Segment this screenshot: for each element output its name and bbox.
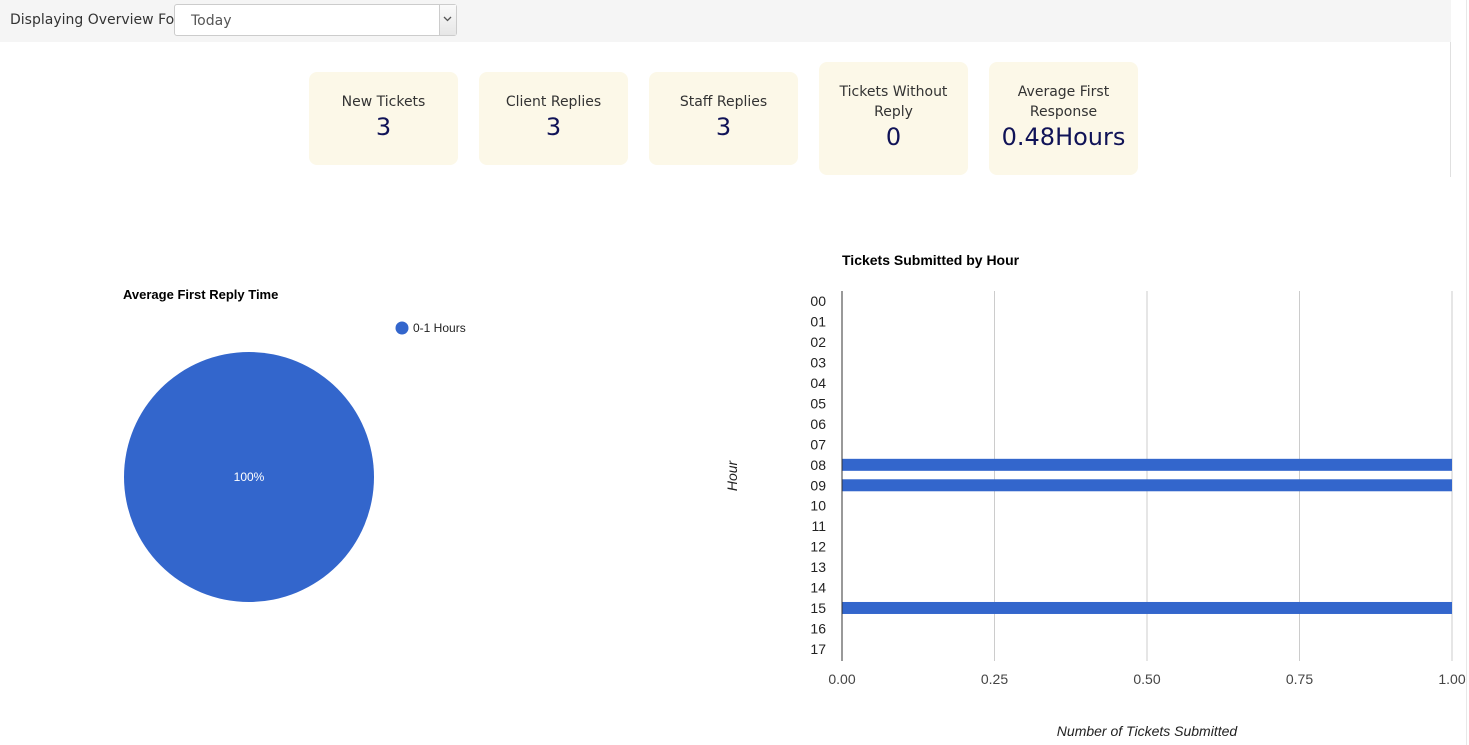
bar-hour-08[interactable] [842, 458, 1452, 471]
legend-marker [395, 321, 409, 335]
legend-label[interactable]: 0-1 Hours [413, 321, 466, 335]
y-tick-label: 03 [810, 355, 826, 371]
y-tick-label: 01 [810, 314, 826, 330]
stat-label: Average First Response [1017, 84, 1110, 120]
chevron-down-icon[interactable] [439, 5, 456, 35]
x-tick-label: 0.75 [1286, 671, 1313, 687]
y-tick-label: 04 [810, 375, 826, 391]
stat-label: Staff Replies [679, 94, 768, 110]
filter-bar: Displaying Overview For: Today [0, 0, 1451, 42]
stat-value: 0 [885, 123, 902, 151]
y-tick-label: 08 [810, 457, 826, 473]
x-tick-label: 1.00 [1438, 671, 1465, 687]
x-tick-label: 0.00 [828, 671, 855, 687]
stat-staff-replies: Staff Replies 3 [649, 72, 798, 165]
bar-chart: 00 01 02 03 04 05 06 07 08 09 10 11 12 13 14 15 16 17 0.0… [724, 291, 1466, 739]
stat-tickets-without-reply: Tickets Without Reply 0 [819, 62, 968, 175]
stat-new-tickets: New Tickets 3 [309, 72, 458, 165]
y-tick-label: 07 [810, 436, 826, 452]
pie-slice-label: 100% [234, 470, 265, 484]
pie-chart-title: Average First Reply Time [123, 287, 279, 302]
bar-chart-title: Tickets Submitted by Hour [842, 252, 1020, 268]
stat-client-replies: Client Replies 3 [479, 72, 628, 165]
y-tick-label: 02 [810, 334, 826, 350]
y-tick-label: 00 [810, 293, 826, 309]
y-tick-label: 05 [810, 395, 826, 411]
x-axis-title: Number of Tickets Submitted [1057, 723, 1239, 739]
y-tick-label: 13 [810, 559, 826, 575]
bar-hour-15[interactable] [842, 601, 1452, 614]
y-tick-label: 14 [810, 580, 826, 596]
stat-label: Tickets Without Reply [839, 84, 948, 120]
divider [1450, 42, 1451, 177]
stat-label: New Tickets [341, 94, 426, 110]
stat-value: 3 [375, 113, 392, 141]
y-tick-label: 10 [810, 498, 826, 514]
y-tick-label: 16 [810, 620, 826, 636]
y-tick-label: 11 [811, 518, 826, 534]
filter-label: Displaying Overview For: [10, 12, 185, 28]
period-select[interactable]: Today [174, 4, 457, 36]
pie-slice[interactable] [124, 352, 374, 602]
stat-value: 3 [715, 113, 732, 141]
y-axis-title: Hour [724, 459, 740, 491]
period-select-value: Today [191, 13, 232, 29]
y-tick-label: 09 [810, 477, 826, 493]
scrollbar-edge [1466, 0, 1467, 745]
y-tick-label: 15 [810, 600, 826, 616]
bar-hour-09[interactable] [842, 479, 1452, 492]
x-tick-label: 0.25 [981, 671, 1008, 687]
pie-chart: 100% 0-1 Hours [124, 321, 466, 602]
stat-value: 3 [545, 113, 562, 141]
x-tick-label: 0.50 [1133, 671, 1160, 687]
y-tick-label: 17 [810, 641, 826, 657]
y-tick-label: 06 [810, 416, 826, 432]
y-tick-label: 12 [810, 539, 826, 555]
stat-average-first-response: Average First Response 0.48Hours [989, 62, 1138, 175]
stat-value: 0.48Hours [1001, 123, 1126, 151]
stat-label: Client Replies [505, 94, 602, 110]
